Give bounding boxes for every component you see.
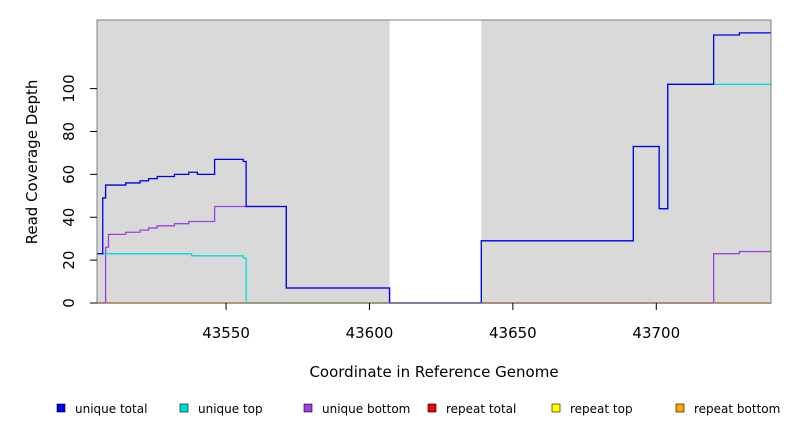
axes-layer: 43550 43600 43650 43700 0 20 40 60 80 100 (60, 74, 680, 342)
x-axis-title: Coordinate in Reference Genome (309, 363, 558, 381)
y-tick-label: 20 (60, 251, 78, 270)
legend-label: repeat total (446, 402, 516, 416)
y-tick-label: 100 (60, 74, 78, 103)
y-axis-title: Read Coverage Depth (23, 80, 41, 245)
legend-swatch (427, 403, 437, 413)
legend-label: unique total (75, 402, 147, 416)
plot-frame (96, 19, 772, 304)
x-tick-label: 43550 (202, 324, 250, 342)
x-tick-label: 43700 (632, 324, 680, 342)
y-tick-label: 40 (60, 208, 78, 227)
legend-label: unique bottom (322, 402, 410, 416)
legend-label: repeat bottom (694, 402, 780, 416)
y-tick-label: 80 (60, 122, 78, 141)
x-tick-label: 43600 (346, 324, 394, 342)
legend-label: repeat top (570, 402, 633, 416)
series-line-unique-total (97, 32, 771, 304)
legend-swatch (303, 403, 313, 413)
legend-swatch (551, 403, 561, 413)
legend-swatch (675, 403, 685, 413)
legend-label: unique top (198, 402, 263, 416)
legend-swatch (56, 403, 66, 413)
uncovered-region (389, 20, 482, 303)
y-tick-label: 0 (60, 298, 78, 308)
legend: unique total unique top unique bottom repea… (56, 402, 780, 416)
plot-area (97, 20, 771, 303)
x-tick-label: 43650 (489, 324, 537, 342)
y-tick-label: 60 (60, 165, 78, 184)
legend-swatch (179, 403, 189, 413)
